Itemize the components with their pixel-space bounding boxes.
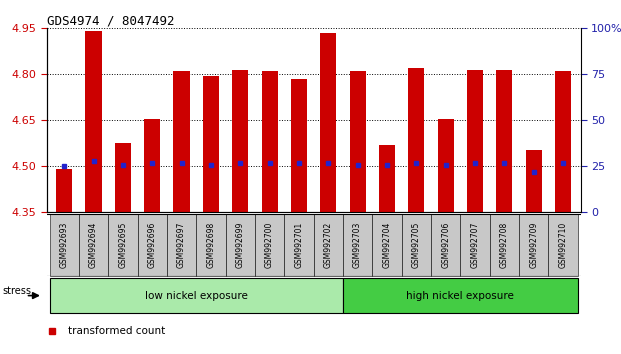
Bar	[343, 214, 373, 276]
Bar	[373, 214, 402, 276]
Bar	[225, 214, 255, 276]
Text: GDS4974 / 8047492: GDS4974 / 8047492	[47, 14, 174, 27]
Bar	[56, 170, 72, 212]
Text: GSM992699: GSM992699	[236, 222, 245, 268]
Bar	[496, 70, 512, 212]
Bar	[402, 214, 431, 276]
Bar	[438, 119, 454, 212]
Bar	[460, 214, 490, 276]
Bar	[320, 33, 337, 212]
Bar	[490, 214, 519, 276]
Bar	[232, 70, 248, 212]
Bar	[50, 278, 343, 313]
Bar	[431, 214, 460, 276]
Text: GSM992698: GSM992698	[206, 222, 215, 268]
Bar	[137, 214, 167, 276]
Bar	[525, 149, 542, 212]
Text: GSM992708: GSM992708	[500, 222, 509, 268]
Bar	[255, 214, 284, 276]
Bar	[261, 71, 278, 212]
Bar	[343, 278, 578, 313]
Text: low nickel exposure: low nickel exposure	[145, 291, 248, 301]
Bar	[173, 71, 189, 212]
Text: stress: stress	[2, 286, 31, 296]
Text: GSM992706: GSM992706	[441, 222, 450, 268]
Text: GSM992695: GSM992695	[119, 222, 127, 268]
Bar	[50, 214, 79, 276]
Text: GSM992696: GSM992696	[148, 222, 156, 268]
Text: high nickel exposure: high nickel exposure	[406, 291, 514, 301]
Bar	[467, 70, 483, 212]
Bar	[196, 214, 225, 276]
Bar	[284, 214, 314, 276]
Text: GSM992703: GSM992703	[353, 222, 362, 268]
Bar	[548, 214, 578, 276]
Text: GSM992707: GSM992707	[471, 222, 479, 268]
Text: GSM992710: GSM992710	[558, 222, 568, 268]
Bar	[86, 32, 102, 212]
Text: GSM992693: GSM992693	[60, 222, 69, 268]
Bar	[291, 79, 307, 212]
Bar	[555, 71, 571, 212]
Bar	[314, 214, 343, 276]
Bar	[408, 68, 424, 212]
Text: transformed count: transformed count	[68, 326, 165, 336]
Bar	[167, 214, 196, 276]
Bar	[519, 214, 548, 276]
Bar	[350, 71, 366, 212]
Text: GSM992705: GSM992705	[412, 222, 421, 268]
Bar	[203, 76, 219, 212]
Text: GSM992709: GSM992709	[529, 222, 538, 268]
Bar	[144, 119, 160, 212]
Bar	[115, 143, 131, 212]
Text: GSM992694: GSM992694	[89, 222, 98, 268]
Bar	[379, 145, 395, 212]
Bar	[108, 214, 137, 276]
Bar	[79, 214, 108, 276]
Text: GSM992702: GSM992702	[324, 222, 333, 268]
Text: GSM992700: GSM992700	[265, 222, 274, 268]
Text: GSM992704: GSM992704	[383, 222, 391, 268]
Text: GSM992701: GSM992701	[294, 222, 304, 268]
Text: GSM992697: GSM992697	[177, 222, 186, 268]
